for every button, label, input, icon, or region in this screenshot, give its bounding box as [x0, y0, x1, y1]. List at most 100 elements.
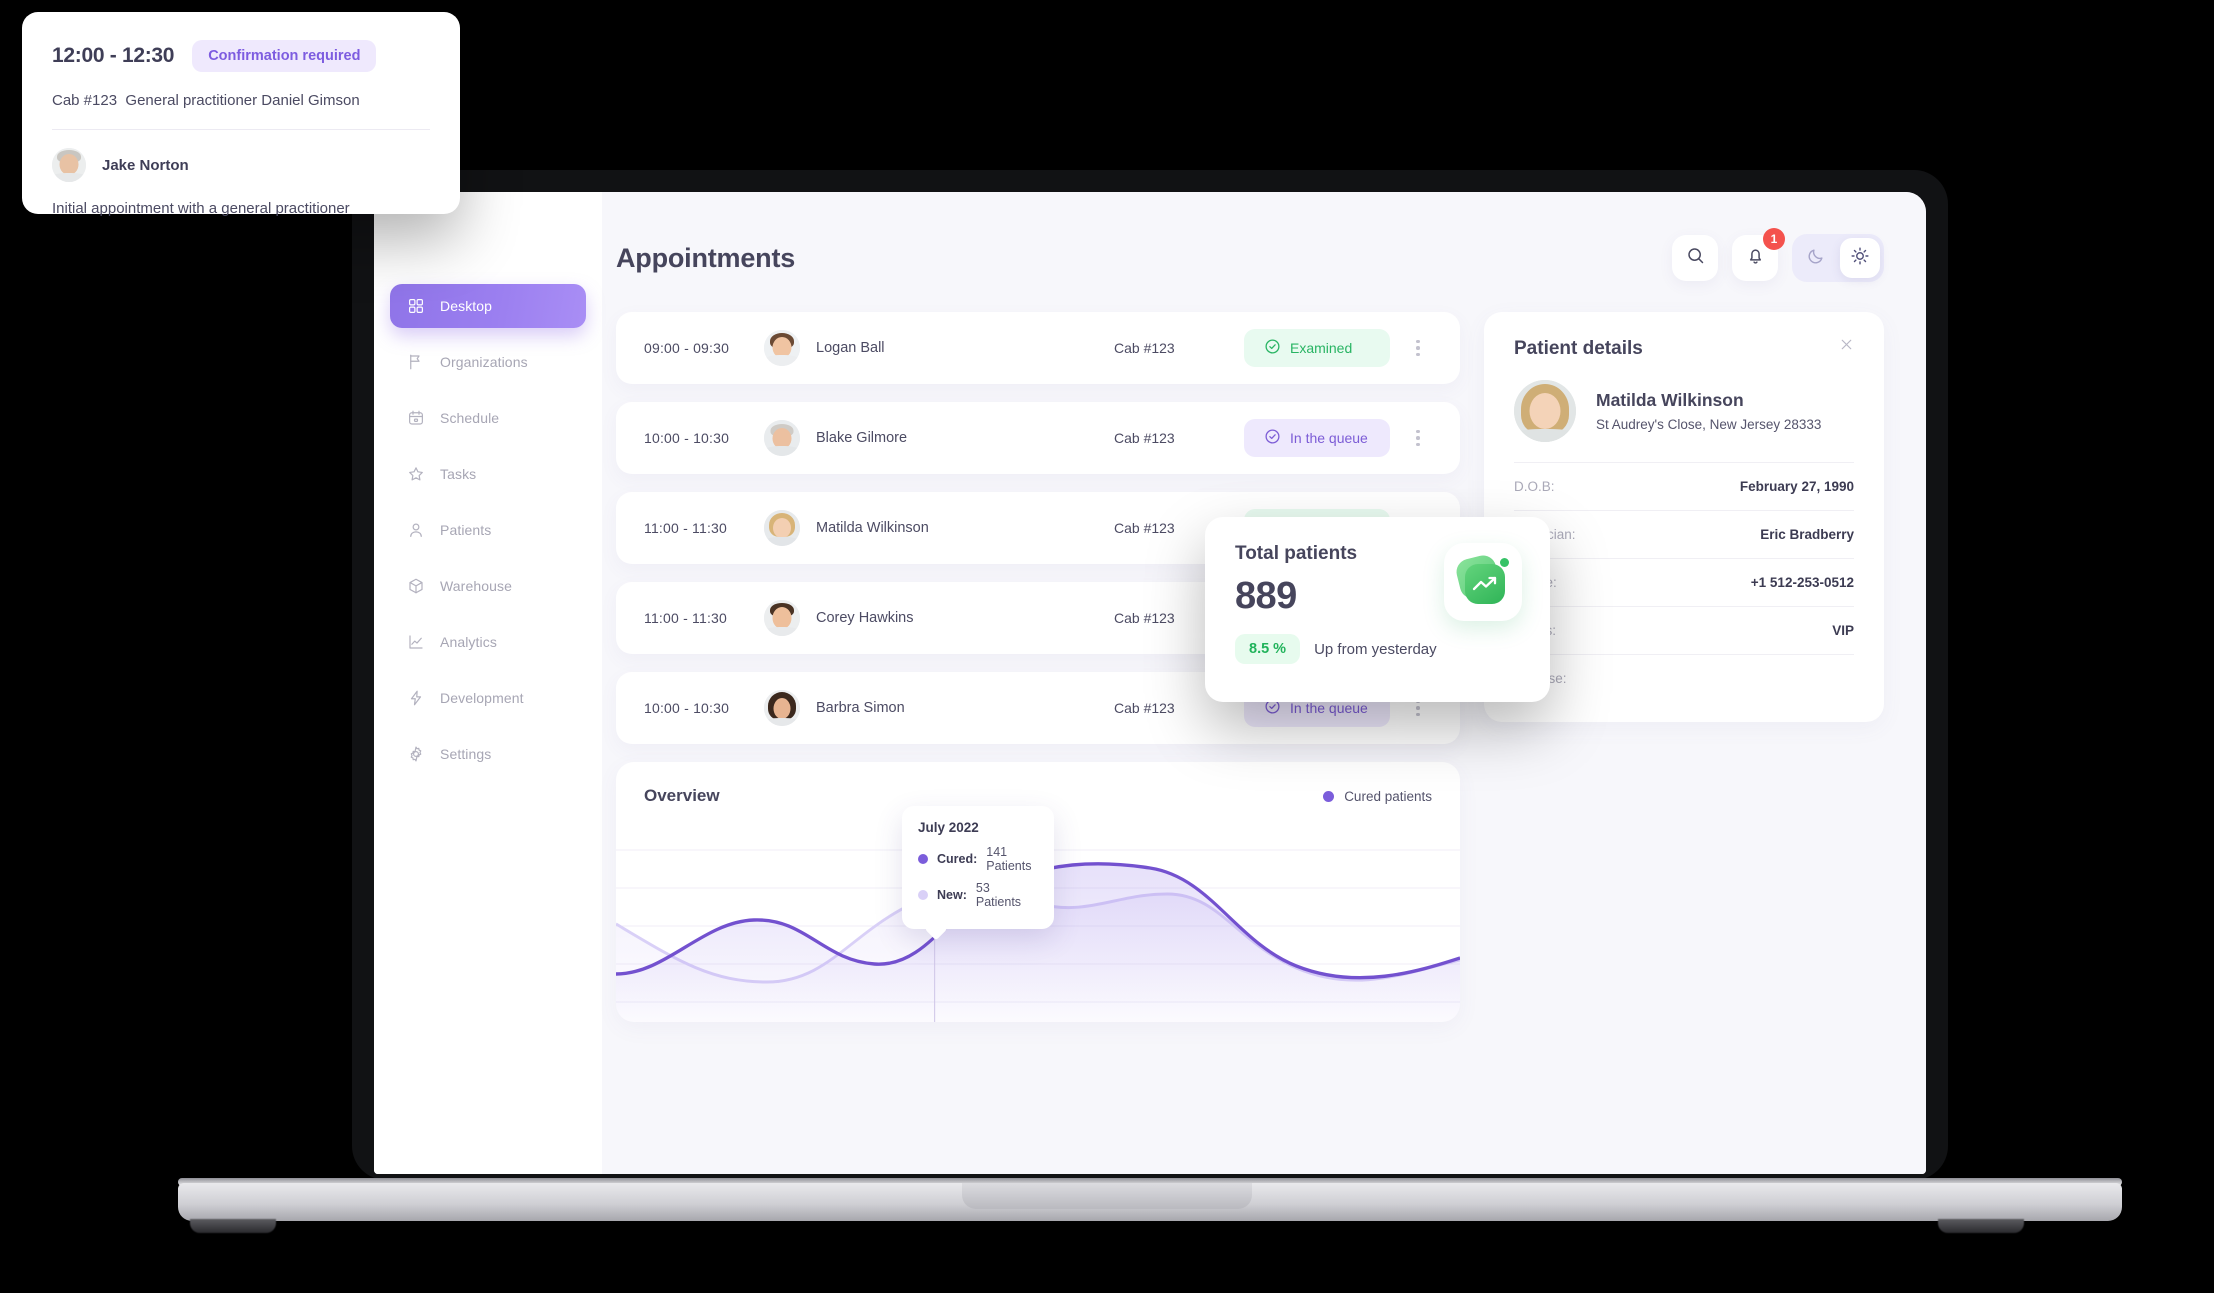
trend-percent: 8.5 % [1235, 634, 1301, 664]
detail-row-status: Status: VIP [1514, 606, 1854, 654]
appointment-time: 11:00 - 11:30 [644, 520, 728, 536]
avatar [764, 600, 800, 636]
appointment-patient: Jake Norton [52, 148, 430, 182]
sidebar-item-warehouse[interactable]: Warehouse [390, 564, 586, 608]
detail-row-physician: Physician: Eric Bradberry [1514, 510, 1854, 558]
appointment-time: 10:00 - 10:30 [644, 430, 730, 446]
check-circle-icon [1264, 338, 1281, 358]
row-menu-button[interactable] [1404, 339, 1432, 357]
row-menu-button[interactable] [1404, 699, 1432, 717]
page-title: Appointments [616, 242, 796, 273]
table-row[interactable]: 10:00 - 10:30 Barbra Simon [616, 672, 1460, 744]
table-row[interactable]: 10:00 - 10:30 Blake Gilmore [616, 402, 1460, 474]
chart-legend: Cured patients [1323, 789, 1432, 804]
laptop-hinge [178, 1178, 2122, 1186]
row-menu-button[interactable] [1404, 429, 1432, 447]
tooltip-label-cured: Cured: [937, 852, 978, 866]
sidebar-item-patients[interactable]: Patients [390, 508, 586, 552]
detail-row-phone: Phone: +1 512-253-0512 [1514, 558, 1854, 606]
theme-toggle[interactable] [1792, 234, 1884, 282]
appointment-patient: Matilda Wilkinson [764, 510, 1114, 546]
sun-icon [1850, 246, 1870, 271]
appointment-patient: Logan Ball [764, 330, 1114, 366]
laptop-foot-right [1938, 1219, 2024, 1233]
appointment-subtitle: Cab #123 General practitioner Daniel Gim… [52, 92, 430, 109]
legend-label-cured: Cured patients [1344, 788, 1432, 804]
theme-dark-option[interactable] [1796, 238, 1836, 278]
laptop-base-notch [962, 1183, 1252, 1209]
sidebar-item-label: Analytics [440, 634, 497, 650]
detail-value: Eric Bradberry [1760, 527, 1854, 542]
total-patients-card: Total patients 889 8.5 % Up from yesterd… [1205, 517, 1550, 702]
status-label: In the queue [1290, 430, 1368, 446]
close-icon [1838, 339, 1855, 357]
laptop-device: Desktop Organizations Schedule [352, 170, 1948, 1180]
moon-icon [1806, 246, 1826, 271]
dashboard-app: Desktop Organizations Schedule [374, 192, 1926, 1174]
status-label: Examined [1290, 340, 1353, 356]
legend-dot-cured [1323, 790, 1335, 802]
area-chart-svg [616, 849, 1460, 1022]
close-button[interactable] [1838, 336, 1858, 356]
sidebar-item-label: Development [440, 690, 524, 706]
notifications-button[interactable]: 1 [1732, 228, 1785, 281]
table-row[interactable]: 09:00 - 09:30 Logan Ball [616, 312, 1460, 384]
total-patients-value: 889 [1235, 575, 1297, 617]
patient-name: Corey Hawkins [816, 610, 914, 626]
sidebar-item-label: Settings [440, 746, 492, 762]
appointment-time: 12:00 - 12:30 [52, 44, 175, 67]
status-badge: In the queue [1244, 419, 1390, 457]
gear-icon [406, 744, 426, 764]
avatar [52, 148, 86, 182]
overview-title: Overview [644, 786, 720, 805]
search-button[interactable] [1672, 235, 1718, 281]
sidebar-item-settings[interactable]: Settings [390, 732, 586, 776]
patient-name: Jake Norton [102, 156, 189, 174]
chart-plot-area [616, 832, 1460, 1022]
box-icon [406, 576, 426, 596]
bolt-icon [406, 688, 426, 708]
search-icon [1685, 245, 1706, 271]
sidebar-item-tasks[interactable]: Tasks [390, 452, 586, 496]
sidebar: Desktop Organizations Schedule [374, 192, 602, 1174]
panel-title: Patient details [1514, 338, 1643, 359]
chart-tooltip: July 2022 Cured: 141 Patients New: [902, 806, 1054, 941]
laptop-foot-left [190, 1219, 276, 1233]
patient-name: Matilda Wilkinson [816, 520, 929, 536]
sidebar-item-analytics[interactable]: Analytics [390, 620, 586, 664]
appointment-cab: Cab #123 [1114, 700, 1175, 716]
divider [52, 129, 430, 130]
theme-light-option[interactable] [1840, 238, 1880, 278]
sidebar-item-schedule[interactable]: Schedule [390, 396, 586, 440]
sidebar-item-development[interactable]: Development [390, 676, 586, 720]
sidebar-item-label: Schedule [440, 410, 500, 426]
detail-row-dob: D.O.B: February 27, 1990 [1514, 462, 1854, 510]
patient-name: Barbra Simon [816, 700, 905, 716]
sidebar-item-organizations[interactable]: Organizations [390, 340, 586, 384]
tooltip-row-cured: Cured: 141 Patients [918, 845, 1038, 873]
appointment-cab: Cab #123 [1114, 430, 1175, 446]
patient-details-column: Patient details [1484, 312, 1884, 722]
appointment-time: 10:00 - 10:30 [644, 700, 730, 716]
tooltip-title: July 2022 [918, 820, 979, 835]
status-label: In the queue [1290, 700, 1368, 716]
sidebar-item-desktop[interactable]: Desktop [390, 284, 586, 328]
avatar [764, 330, 800, 366]
appointment-cab: Cab #123 [1114, 520, 1175, 536]
appointment-note: Initial appointment with a general pract… [52, 200, 350, 217]
detail-value: +1 512-253-0512 [1750, 575, 1854, 590]
sidebar-item-label: Organizations [440, 354, 528, 370]
check-circle-icon [1264, 428, 1281, 448]
appointment-card-header: 12:00 - 12:30 Confirmation required [52, 40, 430, 72]
appointment-time: 09:00 - 09:30 [644, 340, 730, 356]
appointment-cab: Cab #123 [52, 92, 118, 109]
appointment-patient: Corey Hawkins [764, 600, 1114, 636]
sidebar-item-label: Desktop [440, 298, 493, 314]
top-actions: 1 [1672, 228, 1884, 282]
patient-identity: Matilda Wilkinson St Audrey's Close, New… [1514, 380, 1854, 462]
appointment-cab: Cab #123 [1114, 610, 1175, 626]
avatar [1514, 380, 1576, 442]
tooltip-value-cured: 141 Patients [986, 845, 1032, 873]
laptop-screen: Desktop Organizations Schedule [374, 192, 1926, 1174]
sidebar-item-label: Tasks [440, 466, 477, 482]
